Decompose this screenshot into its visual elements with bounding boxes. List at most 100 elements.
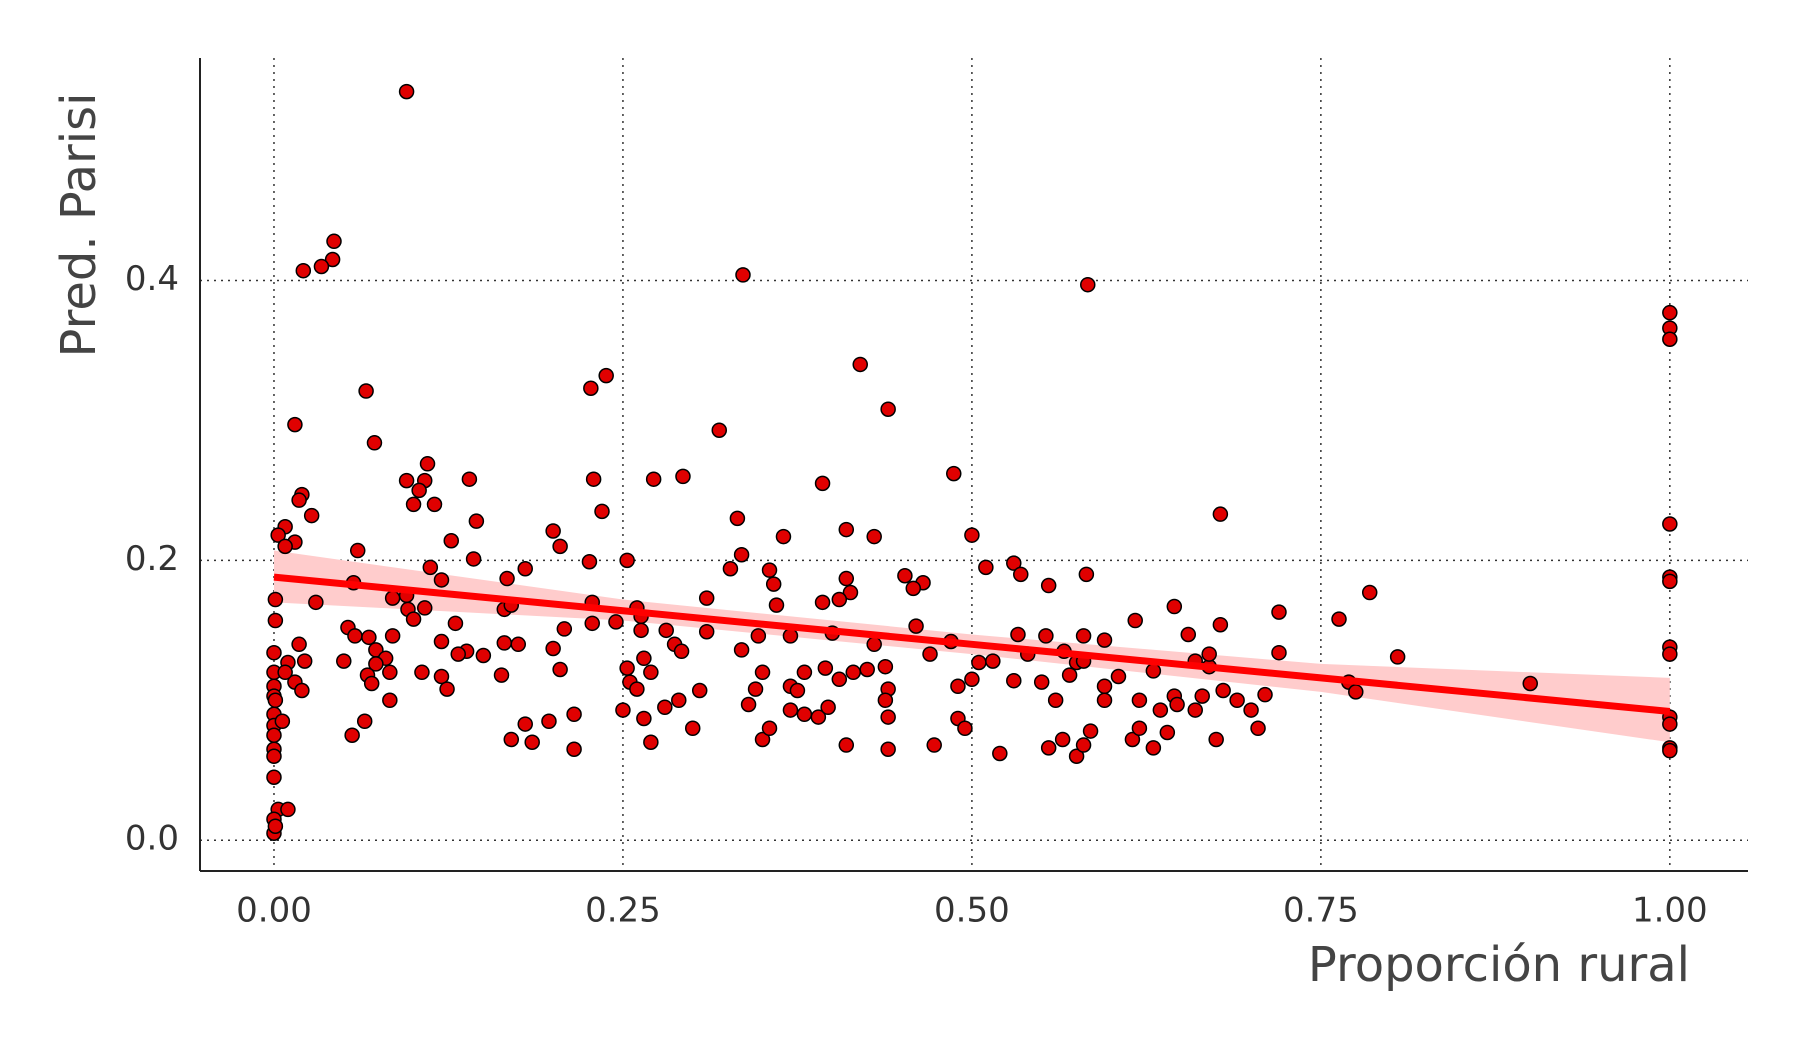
point [398,83,415,100]
point [838,737,855,753]
point [866,528,882,545]
point [384,590,401,606]
point [594,503,610,520]
point [765,576,782,592]
point [552,538,568,555]
point [524,734,540,751]
point [366,435,383,451]
y-tick-label: 0.4 [125,259,179,299]
point [295,262,312,279]
point [1131,692,1148,709]
point [541,713,557,730]
point [926,737,942,753]
point [1145,663,1162,679]
point [347,628,363,644]
y-axis-title: Pred. Parisi [51,93,107,358]
point [1166,598,1183,615]
point [419,456,436,472]
point [978,559,994,576]
point [398,472,415,489]
point [363,675,380,692]
point [598,367,614,384]
point [842,584,859,601]
point [1145,740,1162,756]
point [877,658,894,675]
point [1215,682,1231,699]
y-tick-label: 0.0 [125,819,179,859]
point [468,513,485,529]
point [619,660,635,676]
point [1271,644,1287,661]
point [280,801,296,818]
point [866,636,882,653]
point [838,521,855,538]
point [266,769,282,785]
point [698,590,715,606]
point [698,623,715,640]
point [671,692,687,709]
point [1096,692,1113,709]
point [287,416,303,433]
point [897,567,913,584]
point [820,699,836,716]
point [517,560,533,577]
point [1250,720,1266,737]
point [349,542,366,559]
point [1096,678,1113,695]
point [1212,616,1229,633]
point [729,510,746,527]
point [291,636,307,653]
point [814,594,831,611]
point [789,682,806,699]
point [267,818,284,834]
point [1038,628,1054,644]
point [1110,668,1127,685]
point [636,710,652,727]
point [750,628,767,644]
point [1208,731,1224,748]
point [1229,692,1245,709]
point [629,681,645,697]
point [1169,696,1185,713]
point [880,741,896,758]
point [1662,742,1678,759]
point [1013,566,1029,583]
point [636,650,652,667]
point [1040,740,1057,756]
point [1033,674,1050,690]
fit-line [273,573,1671,715]
point [356,713,373,730]
point [722,560,739,577]
point [1662,516,1678,532]
point [768,597,785,613]
point [368,656,384,672]
point [796,706,813,723]
point [545,523,561,539]
point [675,468,691,485]
point [657,699,673,716]
point [775,528,792,545]
point [754,664,771,681]
point [405,496,422,513]
point [433,633,450,650]
point [1662,304,1678,321]
point [1348,684,1364,700]
point [922,646,938,662]
point [814,475,831,492]
point [1257,686,1273,703]
point [503,731,520,748]
point [845,664,862,681]
point [1006,672,1022,689]
point [1054,731,1071,748]
point [1075,737,1092,753]
point [267,591,284,608]
point [905,580,922,597]
point [964,671,980,688]
point [810,709,827,725]
point [615,702,631,718]
point [267,692,284,709]
point [447,615,464,632]
point [852,356,868,373]
point [1194,688,1210,704]
